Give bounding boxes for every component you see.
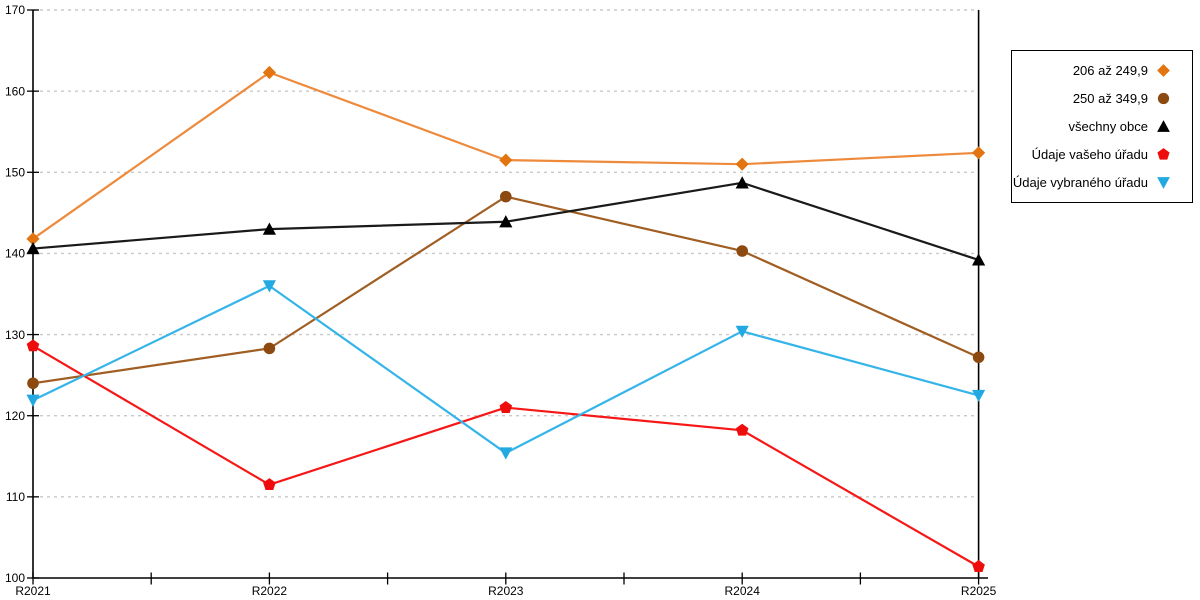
data-point-marker [736,245,748,257]
data-point-marker [735,157,749,171]
data-point-marker [499,401,513,413]
data-point-marker [26,232,40,246]
data-point-marker [500,190,512,203]
legend-entry: Údaje vybraného úřadu [1012,170,1192,194]
y-tick-label: 150 [5,165,25,179]
legend-entry: 250 až 349,9 [1012,87,1192,111]
legend: 206 až 249,9 250 až 349,9 všechny obce Údaj… [1011,50,1193,203]
diamond-marker-icon [1157,64,1170,78]
data-point-marker [26,394,40,407]
legend-entry: všechny obce [1012,114,1192,138]
data-point-marker [263,342,276,355]
legend-entry: 206 až 249,9 [1012,59,1192,83]
x-tick-label: R2024 [725,584,761,598]
data-point-marker [735,423,749,436]
triangle-up-marker-icon [1157,120,1170,132]
triangle-down-marker-icon [1157,176,1170,189]
legend-label: 206 až 249,9 [1072,63,1148,79]
x-tick-label: R2021 [15,584,51,598]
legend-label: 250 až 349,9 [1072,91,1148,107]
y-tick-label: 160 [5,84,25,98]
y-tick-label: 130 [5,328,25,342]
y-tick-label: 140 [5,247,25,261]
data-point-marker [972,560,985,572]
data-point-marker [735,176,749,189]
data-point-marker [735,325,749,338]
data-point-marker [972,351,985,364]
data-point-marker [499,215,513,228]
legend-label: Údaje vybraného úřadu [1012,174,1148,190]
data-point-marker [499,153,513,167]
data-point-marker [27,377,39,390]
x-tick-label: R2023 [488,584,524,598]
data-point-marker [972,253,986,266]
data-point-marker [972,389,986,403]
data-point-marker [262,65,276,80]
y-tick-label: 100 [5,571,25,585]
circle-marker-icon [1157,93,1170,105]
legend-label: Údaje vašeho úřadu [1031,146,1148,162]
data-point-marker [972,146,986,160]
x-tick-label: R2025 [961,584,997,598]
y-tick-label: 110 [6,490,25,504]
pentagon-marker-icon [1157,147,1170,160]
data-point-marker [499,447,513,460]
data-point-marker [26,339,40,352]
data-point-marker [262,222,276,235]
y-tick-label: 120 [5,409,25,423]
y-tick-label: 170 [5,3,25,17]
legend-label: všechny obce [1068,118,1149,134]
data-point-marker [26,241,40,255]
data-point-marker [262,280,276,293]
x-tick-label: R2022 [252,584,288,598]
data-point-marker [263,478,276,491]
legend-entry: Údaje vašeho úřadu [1012,142,1192,166]
